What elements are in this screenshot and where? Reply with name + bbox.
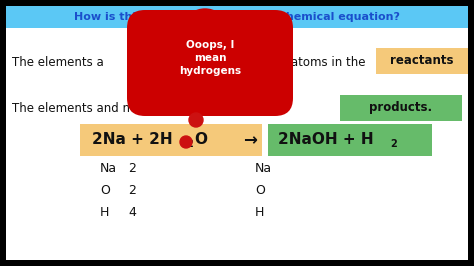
FancyBboxPatch shape: [340, 95, 462, 121]
Text: 2: 2: [128, 184, 136, 197]
FancyBboxPatch shape: [6, 6, 468, 260]
Text: O: O: [100, 184, 110, 197]
Text: O: O: [255, 184, 265, 197]
Ellipse shape: [234, 19, 262, 41]
Circle shape: [189, 113, 203, 127]
Text: 2: 2: [128, 161, 136, 174]
Text: The elements a: The elements a: [12, 56, 104, 69]
FancyBboxPatch shape: [268, 124, 432, 156]
Circle shape: [180, 136, 192, 148]
Text: H: H: [255, 206, 264, 218]
Text: Na: Na: [255, 161, 272, 174]
Text: products.: products.: [369, 102, 433, 114]
FancyBboxPatch shape: [376, 48, 468, 74]
Text: →: →: [243, 131, 257, 149]
Ellipse shape: [156, 21, 184, 43]
Text: 2Na + 2H: 2Na + 2H: [92, 132, 173, 148]
Text: Na: Na: [100, 161, 117, 174]
Text: 2: 2: [186, 139, 193, 149]
Text: O: O: [194, 132, 207, 148]
Text: reactants: reactants: [390, 55, 454, 68]
Text: 2: 2: [390, 139, 397, 149]
Text: H: H: [100, 206, 109, 218]
Text: How is this law represented in a chemical equation?: How is this law represented in a chemica…: [74, 12, 400, 22]
Text: The elements and number of atoms in the: The elements and number of atoms in the: [12, 102, 262, 114]
Ellipse shape: [188, 9, 222, 35]
Text: Ooops, I
mean
hydrogens: Ooops, I mean hydrogens: [179, 40, 241, 76]
Text: 2NaOH + H: 2NaOH + H: [278, 132, 374, 148]
FancyBboxPatch shape: [6, 6, 468, 28]
Text: 4: 4: [128, 206, 136, 218]
Text: f atoms in the: f atoms in the: [283, 56, 365, 69]
FancyBboxPatch shape: [127, 10, 293, 116]
FancyBboxPatch shape: [80, 124, 262, 156]
Text: al: al: [283, 78, 293, 92]
